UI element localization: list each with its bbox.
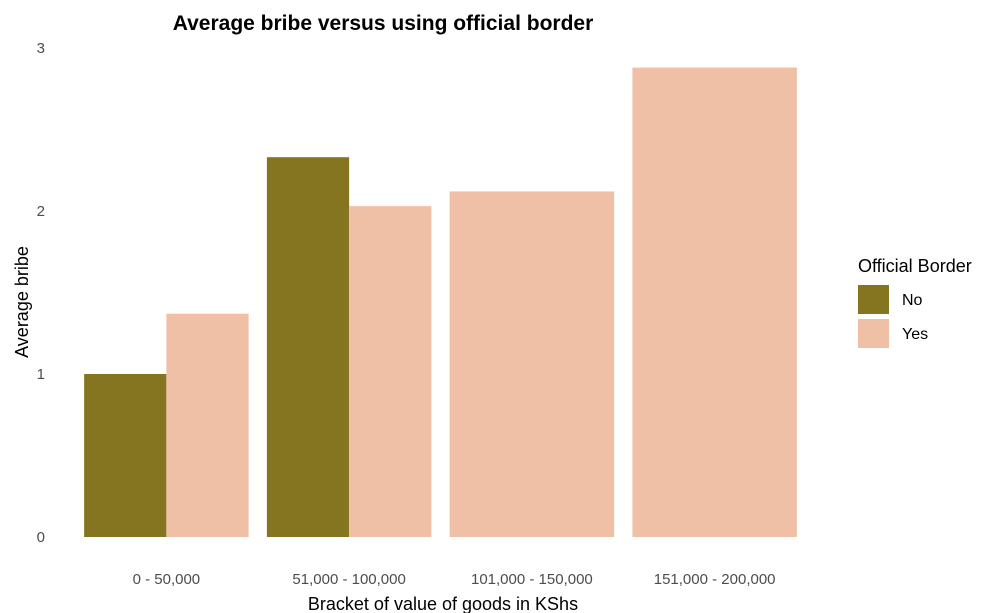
y-tick-label: 2 (37, 203, 45, 220)
legend-label-yes: Yes (902, 326, 928, 343)
bars-group (84, 67, 797, 538)
bar-yes-2 (349, 206, 432, 538)
chart-title: Average bribe versus using official bord… (173, 12, 594, 35)
legend-title: Official Border (858, 256, 972, 276)
legend-label-no: No (902, 292, 923, 309)
bar-yes-4 (632, 67, 797, 537)
x-axis-ticks: 0 - 50,000 51,000 - 100,000 101,000 - 150,… (133, 571, 776, 588)
x-tick-label: 51,000 - 100,000 (292, 571, 405, 588)
y-axis-title: Average bribe (12, 246, 32, 358)
x-tick-label: 101,000 - 150,000 (471, 571, 593, 588)
bar-yes-1 (166, 313, 249, 537)
legend: Official Border No Yes (858, 256, 972, 348)
y-tick-label: 3 (37, 40, 45, 57)
y-axis-ticks: 0 1 2 3 (37, 40, 45, 546)
bar-no-1 (84, 374, 167, 537)
legend-swatch-yes (858, 319, 889, 348)
y-tick-label: 1 (37, 366, 45, 383)
x-tick-label: 151,000 - 200,000 (654, 571, 776, 588)
x-tick-label: 0 - 50,000 (133, 571, 201, 588)
x-axis-title: Bracket of value of goods in KShs (308, 594, 578, 613)
legend-swatch-no (858, 285, 889, 314)
bar-yes-3 (449, 191, 615, 537)
bar-no-2 (266, 157, 350, 537)
y-tick-label: 0 (37, 529, 45, 546)
